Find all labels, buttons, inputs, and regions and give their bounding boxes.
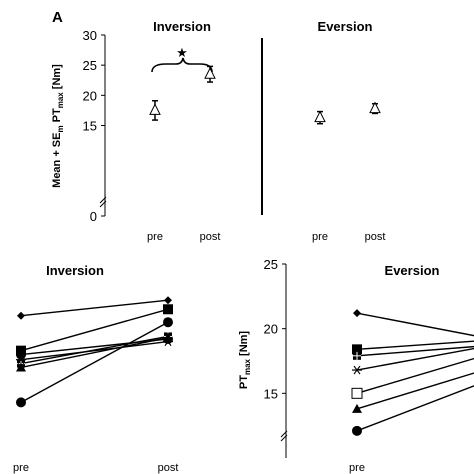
y-axis-label-part: [Nm]: [51, 64, 63, 92]
series-line: [20, 340, 169, 361]
data-point: [352, 425, 362, 436]
y-tick-label: 25: [83, 58, 97, 73]
series-line: [20, 308, 169, 352]
series-line: [356, 345, 474, 357]
y-axis-label-part: max: [56, 92, 65, 109]
data-point: [163, 317, 173, 328]
series-line: [356, 312, 474, 337]
y-axis-label-part: PT: [51, 108, 63, 125]
x-tick-label: pre: [349, 462, 365, 474]
data-point: [352, 344, 362, 355]
series-line: [356, 347, 474, 371]
significance-star: ★: [176, 45, 188, 60]
y-axis-label-part: max: [243, 358, 252, 375]
x-tick-label: pre: [312, 231, 328, 243]
series-line: [356, 357, 474, 395]
data-point: [351, 387, 363, 399]
y-axis-label-part: [Nm]: [238, 331, 250, 359]
mean-triangle: [204, 67, 216, 79]
data-point: [17, 311, 25, 320]
y-tick-label: 20: [83, 88, 97, 103]
panel-title: Eversion: [318, 19, 373, 34]
data-point: [352, 403, 362, 413]
y-tick-label: 0: [90, 209, 97, 224]
x-tick-label: pre: [13, 462, 29, 474]
y-tick-label: 15: [83, 119, 97, 134]
mean-triangle: [314, 110, 326, 123]
data-point: [164, 296, 172, 305]
panel-label: A: [52, 9, 63, 26]
panel-title: Eversion: [385, 263, 440, 278]
series-line: [356, 372, 474, 410]
y-axis-label-part: Mean + SE: [51, 133, 63, 188]
x-tick-label: post: [158, 462, 179, 474]
x-tick-label: post: [365, 231, 386, 243]
series-line: [20, 321, 169, 404]
y-axis-break: [99, 200, 107, 208]
data-point: [163, 304, 173, 315]
y-axis-label-part: m: [56, 125, 65, 132]
y-tick-label: 15: [264, 386, 278, 401]
panel-title: Inversion: [46, 263, 104, 278]
series-line: [356, 385, 474, 432]
y-tick-label: 30: [83, 28, 97, 43]
y-tick-label: 20: [264, 322, 278, 337]
series-line: [20, 337, 169, 369]
series-line: [20, 299, 169, 317]
y-axis-break: [280, 434, 288, 442]
y-axis-break: [280, 430, 288, 438]
mean-triangle: [369, 101, 381, 114]
data-point: [16, 349, 26, 360]
series-line: [356, 340, 474, 351]
x-tick-label: pre: [147, 231, 163, 243]
mean-triangle: [149, 103, 161, 115]
y-tick-label: 25: [264, 257, 278, 272]
data-point: [353, 365, 361, 375]
data-point: [16, 362, 26, 372]
y-axis-break: [99, 196, 107, 204]
data-point: [353, 309, 361, 318]
data-point: [17, 355, 25, 365]
x-tick-label: post: [200, 231, 221, 243]
panel-title: Inversion: [153, 19, 211, 34]
significance-brace: [151, 57, 213, 73]
y-axis-label: PTmax [Nm]: [238, 331, 252, 390]
y-axis-label-part: PT: [238, 375, 250, 389]
y-axis-label: Mean + SEm PTmax [Nm]: [51, 64, 65, 188]
data-point: [16, 397, 26, 408]
data-point: [163, 332, 173, 342]
marks-layer: ★: [16, 45, 474, 436]
